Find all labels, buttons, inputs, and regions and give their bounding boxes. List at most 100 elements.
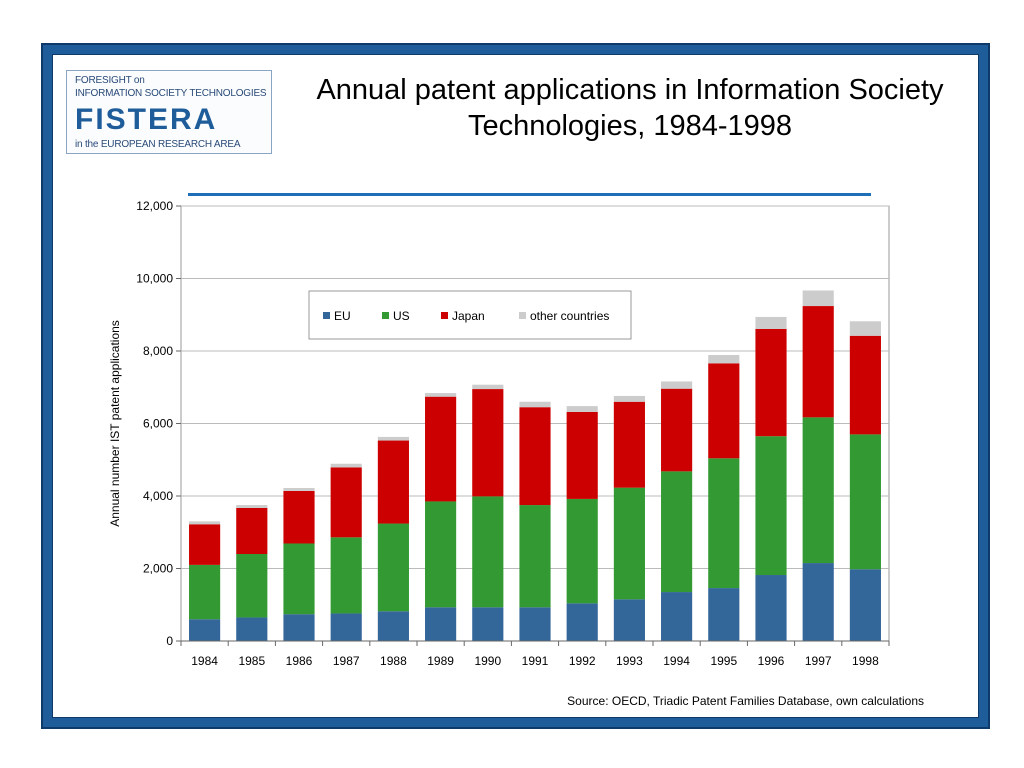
bar-japan-1988: [377, 440, 409, 524]
bar-eu-1986: [283, 614, 315, 641]
bar-japan-1993: [613, 401, 645, 488]
bar-us-1984: [189, 564, 221, 620]
bar-eu-1994: [661, 592, 693, 641]
bar-japan-1998: [849, 335, 881, 435]
bar-other-countries-1993: [613, 395, 645, 402]
bar-eu-1998: [849, 569, 881, 641]
bar-japan-1987: [330, 467, 362, 538]
y-tick-label: 10,000: [136, 272, 173, 286]
bar-eu-1992: [566, 603, 598, 641]
bar-us-1985: [236, 554, 268, 618]
x-tick-label: 1993: [616, 654, 643, 668]
x-tick-label: 1990: [474, 654, 501, 668]
x-tick-label: 1985: [238, 654, 265, 668]
logo-line-1: FORESIGHT on: [75, 75, 145, 86]
bar-other-countries-1992: [566, 406, 598, 412]
bar-other-countries-1990: [472, 384, 504, 390]
bar-us-1998: [849, 434, 881, 570]
logo-brand: FISTERA: [75, 103, 218, 136]
x-tick-label: 1994: [663, 654, 690, 668]
bar-us-1997: [802, 417, 834, 564]
x-tick-label: 1997: [805, 654, 832, 668]
logo-line-2: INFORMATION SOCIETY TECHNOLOGIES: [75, 88, 267, 99]
bar-us-1987: [330, 537, 362, 614]
legend-swatch-other-countries: [519, 312, 526, 319]
legend-label-eu: EU: [334, 309, 351, 323]
bar-us-1991: [519, 505, 551, 608]
bar-us-1990: [472, 496, 504, 608]
bar-eu-1997: [802, 563, 834, 641]
slide-title: Annual patent applications in Informatio…: [316, 74, 944, 142]
bar-eu-1993: [613, 599, 645, 641]
x-tick-label: 1986: [286, 654, 313, 668]
y-tick-label: 12,000: [136, 199, 173, 213]
bar-other-countries-1995: [708, 354, 740, 364]
legend-swatch-us: [382, 312, 389, 319]
bar-japan-1992: [566, 411, 598, 499]
bar-other-countries-1996: [755, 316, 787, 329]
legend-swatch-eu: [323, 312, 330, 319]
bar-eu-1996: [755, 575, 787, 641]
legend-box: [308, 290, 632, 340]
source-note: Source: OECD, Triadic Patent Families Da…: [567, 694, 924, 708]
y-tick-label: 6,000: [143, 417, 173, 431]
bar-us-1995: [708, 458, 740, 589]
bar-japan-1995: [708, 363, 740, 459]
x-tick-label: 1996: [758, 654, 785, 668]
y-tick-label: 0: [166, 634, 173, 648]
x-tick-label: 1992: [569, 654, 596, 668]
y-tick-label: 8,000: [143, 344, 173, 358]
x-tick-label: 1989: [427, 654, 454, 668]
bar-japan-1984: [189, 524, 221, 565]
bar-us-1992: [566, 498, 598, 604]
bar-other-countries-1988: [377, 436, 409, 441]
bar-us-1986: [283, 543, 315, 615]
bar-japan-1985: [236, 507, 268, 554]
x-tick-label: 1987: [333, 654, 360, 668]
legend-swatch-japan: [441, 312, 448, 319]
bar-japan-1990: [472, 389, 504, 497]
y-tick-label: 2,000: [143, 562, 173, 576]
bar-other-countries-1997: [802, 290, 834, 307]
x-tick-label: 1984: [191, 654, 218, 668]
bar-us-1988: [377, 523, 409, 612]
x-tick-label: 1995: [710, 654, 737, 668]
bar-other-countries-1984: [189, 521, 221, 525]
bar-eu-1990: [472, 607, 504, 641]
bar-us-1993: [613, 487, 645, 600]
title-divider: [188, 193, 871, 196]
bar-japan-1994: [661, 388, 693, 472]
bar-eu-1985: [236, 617, 268, 641]
bar-eu-1991: [519, 607, 551, 641]
bar-eu-1987: [330, 613, 362, 641]
logo-line-4: in the EUROPEAN RESEARCH AREA: [75, 139, 241, 150]
bar-japan-1989: [425, 396, 457, 502]
x-tick-label: 1991: [522, 654, 549, 668]
bar-japan-1997: [802, 306, 834, 418]
bar-other-countries-1994: [661, 381, 693, 389]
bar-japan-1996: [755, 328, 787, 437]
bar-eu-1995: [708, 588, 740, 641]
y-axis-label: Annual number IST patent applications: [108, 320, 122, 527]
legend-label-us: US: [393, 309, 410, 323]
bar-japan-1986: [283, 490, 315, 544]
fistera-logo: FORESIGHT on INFORMATION SOCIETY TECHNOL…: [66, 70, 272, 154]
y-tick-label: 4,000: [143, 489, 173, 503]
bar-us-1994: [661, 471, 693, 593]
bar-other-countries-1985: [236, 505, 268, 508]
legend-label-japan: Japan: [452, 309, 485, 323]
bar-eu-1988: [377, 611, 409, 641]
bar-other-countries-1991: [519, 401, 551, 408]
bar-japan-1991: [519, 407, 551, 506]
bar-other-countries-1998: [849, 321, 881, 336]
bar-us-1996: [755, 436, 787, 576]
x-tick-label: 1988: [380, 654, 407, 668]
x-tick-label: 1998: [852, 654, 879, 668]
bar-other-countries-1989: [425, 393, 457, 397]
bar-us-1989: [425, 501, 457, 608]
legend-label-other-countries: other countries: [530, 309, 609, 323]
bar-other-countries-1987: [330, 463, 362, 468]
bar-other-countries-1986: [283, 488, 315, 491]
bar-eu-1984: [189, 619, 221, 641]
